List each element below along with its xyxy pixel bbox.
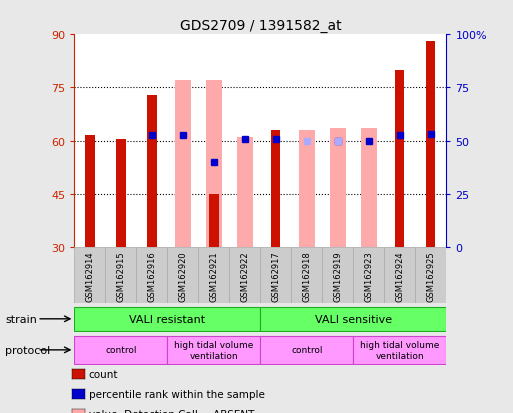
- Text: GSM162924: GSM162924: [396, 251, 404, 301]
- Text: GSM162914: GSM162914: [85, 251, 94, 301]
- Bar: [271, 131, 281, 248]
- Text: control: control: [105, 346, 136, 354]
- Bar: [74, 336, 167, 364]
- Bar: [361, 129, 377, 248]
- Bar: [330, 129, 346, 248]
- Text: GSM162922: GSM162922: [241, 251, 249, 301]
- Text: strain: strain: [5, 314, 37, 324]
- Bar: [147, 95, 156, 248]
- Bar: [167, 336, 260, 364]
- Text: control: control: [291, 346, 323, 354]
- Text: VALI resistant: VALI resistant: [129, 314, 205, 324]
- Bar: [353, 336, 446, 364]
- Bar: [209, 195, 219, 248]
- Bar: [199, 248, 229, 304]
- Text: count: count: [89, 370, 119, 380]
- Text: GSM162920: GSM162920: [179, 251, 187, 301]
- Bar: [353, 248, 384, 304]
- Text: GSM162915: GSM162915: [116, 251, 125, 301]
- Text: VALI sensitive: VALI sensitive: [315, 314, 392, 324]
- Bar: [167, 248, 199, 304]
- Text: GSM162923: GSM162923: [364, 251, 373, 301]
- Bar: [260, 248, 291, 304]
- Text: value, Detection Call = ABSENT: value, Detection Call = ABSENT: [89, 409, 254, 413]
- Bar: [260, 307, 446, 331]
- Bar: [237, 138, 252, 248]
- Bar: [229, 248, 260, 304]
- Bar: [105, 248, 136, 304]
- Text: GSM162925: GSM162925: [426, 251, 436, 301]
- Bar: [395, 71, 404, 248]
- Bar: [74, 248, 105, 304]
- Text: GSM162919: GSM162919: [333, 251, 342, 301]
- Text: GSM162918: GSM162918: [302, 251, 311, 301]
- Title: GDS2709 / 1391582_at: GDS2709 / 1391582_at: [180, 19, 341, 33]
- Bar: [175, 81, 191, 248]
- Text: protocol: protocol: [5, 345, 50, 355]
- Text: high tidal volume
ventilation: high tidal volume ventilation: [174, 340, 253, 360]
- Bar: [416, 248, 446, 304]
- Bar: [299, 131, 314, 248]
- Bar: [136, 248, 167, 304]
- Bar: [116, 140, 126, 248]
- Text: GSM162921: GSM162921: [209, 251, 219, 301]
- Text: percentile rank within the sample: percentile rank within the sample: [89, 389, 265, 399]
- Bar: [291, 248, 322, 304]
- Bar: [426, 42, 436, 248]
- Text: GSM162916: GSM162916: [147, 251, 156, 301]
- Bar: [206, 81, 222, 248]
- Text: GSM162917: GSM162917: [271, 251, 280, 301]
- Bar: [85, 136, 94, 248]
- Text: high tidal volume
ventilation: high tidal volume ventilation: [360, 340, 440, 360]
- Bar: [384, 248, 416, 304]
- Bar: [260, 336, 353, 364]
- Bar: [74, 307, 260, 331]
- Bar: [322, 248, 353, 304]
